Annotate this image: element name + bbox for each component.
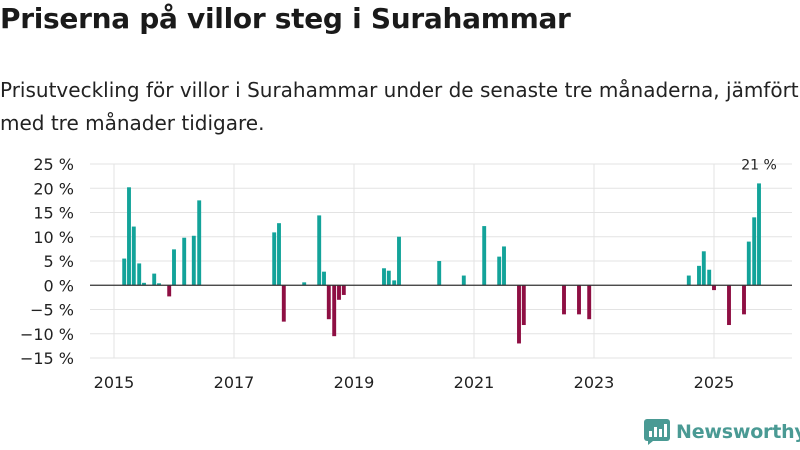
data-bar bbox=[742, 285, 746, 315]
data-bar bbox=[686, 275, 691, 286]
x-tick-label: 2023 bbox=[574, 373, 615, 392]
data-bar bbox=[131, 226, 136, 286]
data-bar bbox=[137, 263, 142, 286]
data-bar bbox=[182, 237, 187, 286]
data-bar bbox=[127, 187, 131, 286]
data-bar bbox=[727, 285, 731, 326]
data-bar bbox=[326, 285, 331, 320]
data-bar bbox=[382, 268, 386, 286]
data-bar bbox=[517, 285, 521, 344]
data-bar bbox=[386, 270, 391, 286]
data-bar bbox=[497, 256, 502, 286]
data-bar bbox=[122, 258, 127, 286]
data-bar bbox=[142, 282, 146, 286]
data-bar bbox=[272, 232, 277, 286]
data-bar bbox=[521, 285, 526, 326]
bar-chart-logo-icon bbox=[644, 419, 670, 445]
data-bar bbox=[167, 285, 172, 297]
axis-labels: −15 % −10 % −5 % 0 % 5 % 10 % 15 % 20 % 25 % 2015… bbox=[20, 155, 777, 392]
data-bar bbox=[701, 251, 706, 286]
data-bar bbox=[302, 282, 307, 286]
x-tick-label: 2025 bbox=[694, 373, 735, 392]
data-bar bbox=[191, 235, 196, 286]
data-bar bbox=[707, 269, 712, 286]
data-bar bbox=[157, 283, 161, 286]
data-bar bbox=[392, 280, 397, 286]
data-bar bbox=[562, 285, 566, 315]
data-bar bbox=[482, 226, 487, 286]
brand-logo: Newsworthy bbox=[644, 419, 800, 445]
data-bar bbox=[577, 285, 581, 315]
data-bar bbox=[322, 271, 326, 286]
x-tick-label: 2017 bbox=[214, 373, 255, 392]
y-tick-label: −10 % bbox=[20, 325, 74, 344]
data-bar bbox=[152, 273, 157, 286]
y-tick-label: 20 % bbox=[33, 179, 74, 198]
data-bar bbox=[172, 249, 176, 286]
x-tick-label: 2021 bbox=[454, 373, 495, 392]
data-bar bbox=[437, 261, 442, 286]
data-bar bbox=[712, 285, 716, 291]
y-tick-label: 0 % bbox=[44, 276, 74, 295]
y-tick-label: 15 % bbox=[33, 204, 74, 223]
y-tick-label: 5 % bbox=[44, 252, 74, 271]
x-tick-label: 2019 bbox=[334, 373, 375, 392]
data-bar bbox=[502, 246, 506, 286]
data-bar bbox=[197, 200, 202, 286]
data-bar bbox=[277, 223, 281, 286]
data-bar bbox=[317, 215, 322, 286]
latest-value-annotation: 21 % bbox=[741, 157, 777, 173]
data-bar bbox=[397, 236, 401, 286]
data-bar bbox=[332, 285, 337, 337]
data-bar bbox=[587, 285, 592, 320]
brand-name: Newsworthy bbox=[676, 421, 800, 443]
y-tick-label: −15 % bbox=[20, 349, 74, 368]
y-tick-label: 25 % bbox=[33, 155, 74, 174]
data-bar bbox=[341, 285, 346, 295]
data-bar bbox=[697, 265, 701, 286]
x-tick-label: 2015 bbox=[94, 373, 135, 392]
bar-series bbox=[90, 183, 792, 344]
data-bar bbox=[757, 183, 761, 286]
page-subtitle: Prisutveckling för villor i Surahammar u… bbox=[0, 78, 799, 135]
data-bar bbox=[461, 275, 466, 286]
data-bar bbox=[746, 241, 751, 286]
data-bar bbox=[752, 217, 757, 286]
y-tick-label: 10 % bbox=[33, 228, 74, 247]
y-tick-label: −5 % bbox=[30, 301, 74, 320]
data-bar bbox=[337, 285, 341, 300]
page-title: Priserna på villor steg i Surahammar bbox=[0, 2, 571, 35]
data-bar bbox=[281, 285, 286, 322]
